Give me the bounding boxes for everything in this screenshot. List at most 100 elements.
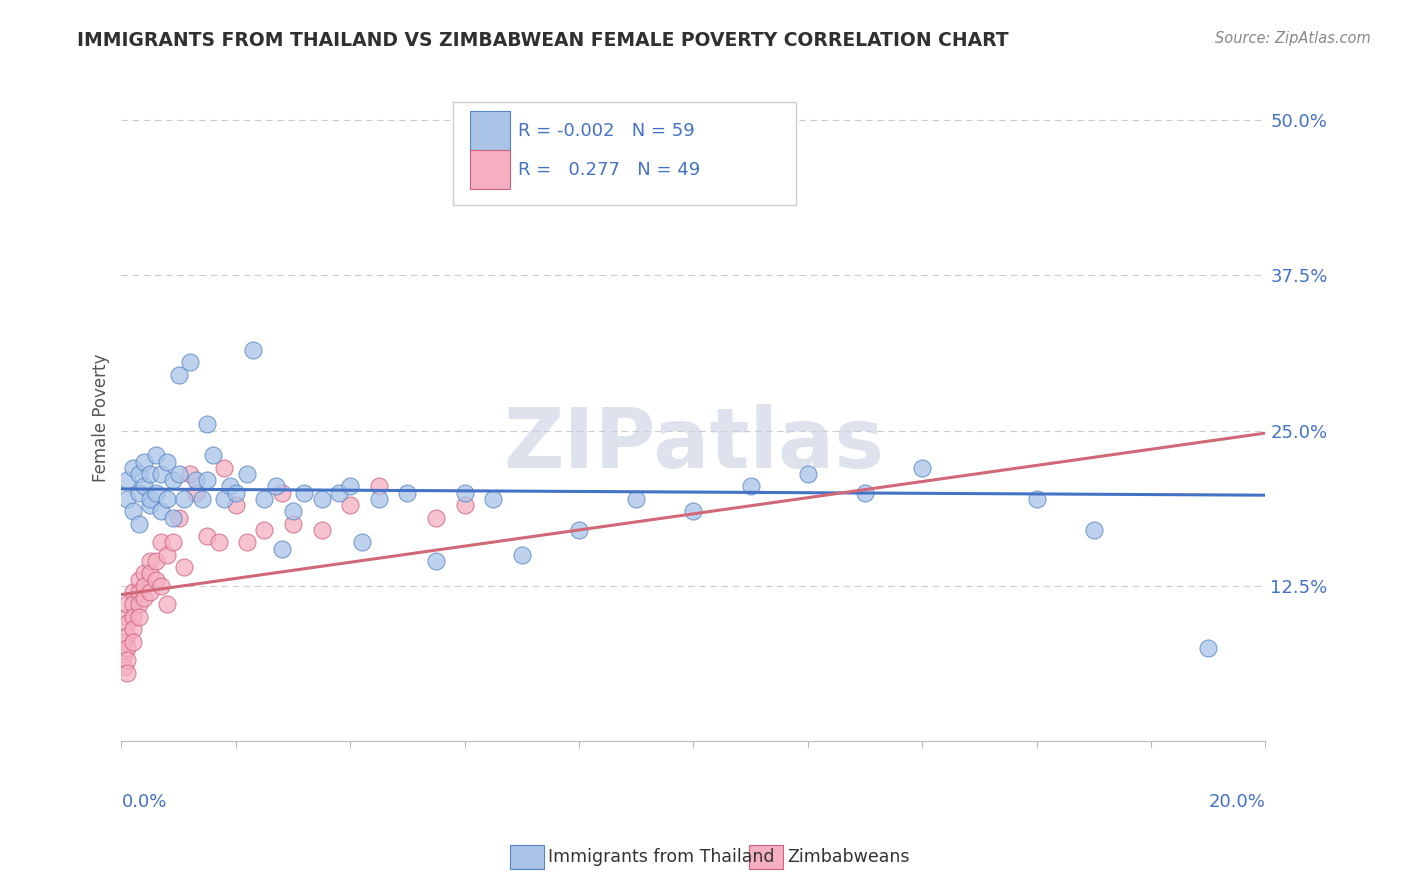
- Point: [270, 485, 292, 500]
- Point: [253, 491, 276, 506]
- Point: [214, 461, 236, 475]
- Text: R =   0.277   N = 49: R = 0.277 N = 49: [519, 161, 700, 178]
- Point: [115, 628, 138, 642]
- Point: [156, 548, 179, 562]
- Point: [122, 598, 145, 612]
- Point: [139, 491, 162, 506]
- Point: [139, 467, 162, 481]
- Point: [122, 461, 145, 475]
- Point: [156, 455, 179, 469]
- Point: [122, 504, 145, 518]
- Point: [682, 504, 704, 518]
- Point: [162, 535, 184, 549]
- Point: [122, 623, 145, 637]
- Point: [134, 579, 156, 593]
- Point: [115, 665, 138, 680]
- Point: [482, 491, 505, 506]
- Point: [281, 504, 304, 518]
- Point: [173, 491, 195, 506]
- Point: [179, 355, 201, 369]
- Point: [339, 479, 361, 493]
- Point: [167, 368, 190, 382]
- Point: [128, 598, 150, 612]
- Point: [270, 541, 292, 556]
- Point: [145, 554, 167, 568]
- Point: [339, 498, 361, 512]
- Point: [156, 598, 179, 612]
- Text: IMMIGRANTS FROM THAILAND VS ZIMBABWEAN FEMALE POVERTY CORRELATION CHART: IMMIGRANTS FROM THAILAND VS ZIMBABWEAN F…: [77, 31, 1010, 50]
- Point: [115, 598, 138, 612]
- Point: [162, 473, 184, 487]
- Point: [236, 535, 259, 549]
- Point: [162, 510, 184, 524]
- Text: R = -0.002   N = 59: R = -0.002 N = 59: [519, 122, 695, 140]
- Point: [128, 485, 150, 500]
- Point: [242, 343, 264, 357]
- Point: [115, 610, 138, 624]
- Point: [184, 473, 207, 487]
- Text: Zimbabweans: Zimbabweans: [787, 848, 910, 866]
- Point: [219, 479, 242, 493]
- Text: 20.0%: 20.0%: [1209, 793, 1265, 811]
- Point: [145, 573, 167, 587]
- Point: [115, 640, 138, 655]
- Point: [425, 510, 447, 524]
- Point: [740, 479, 762, 493]
- Point: [350, 535, 373, 549]
- Point: [134, 479, 156, 493]
- Point: [264, 479, 287, 493]
- Point: [112, 634, 135, 648]
- Point: [112, 659, 135, 673]
- Point: [797, 467, 820, 481]
- Point: [179, 467, 201, 481]
- Point: [396, 485, 419, 500]
- Point: [311, 523, 333, 537]
- Point: [134, 455, 156, 469]
- Point: [128, 516, 150, 531]
- Point: [208, 535, 231, 549]
- Point: [134, 566, 156, 581]
- Point: [853, 485, 876, 500]
- Point: [626, 491, 648, 506]
- Text: Immigrants from Thailand: Immigrants from Thailand: [548, 848, 775, 866]
- Point: [195, 417, 218, 432]
- Point: [1197, 640, 1219, 655]
- Point: [150, 504, 173, 518]
- Point: [150, 579, 173, 593]
- Y-axis label: Female Poverty: Female Poverty: [93, 354, 110, 483]
- Point: [139, 498, 162, 512]
- Point: [122, 634, 145, 648]
- Point: [173, 560, 195, 574]
- Point: [367, 479, 389, 493]
- Point: [281, 516, 304, 531]
- Point: [510, 548, 533, 562]
- Point: [195, 473, 218, 487]
- Point: [311, 491, 333, 506]
- Point: [150, 535, 173, 549]
- Text: Source: ZipAtlas.com: Source: ZipAtlas.com: [1215, 31, 1371, 46]
- Point: [453, 498, 475, 512]
- Point: [115, 653, 138, 667]
- FancyBboxPatch shape: [471, 112, 510, 150]
- Point: [128, 610, 150, 624]
- Point: [453, 485, 475, 500]
- Text: 0.0%: 0.0%: [121, 793, 167, 811]
- Point: [184, 485, 207, 500]
- Point: [367, 491, 389, 506]
- Point: [112, 647, 135, 661]
- Point: [122, 610, 145, 624]
- Point: [128, 573, 150, 587]
- Point: [139, 585, 162, 599]
- Point: [214, 491, 236, 506]
- Point: [225, 498, 247, 512]
- Point: [134, 591, 156, 606]
- Point: [128, 467, 150, 481]
- Point: [294, 485, 316, 500]
- Point: [115, 616, 138, 631]
- FancyBboxPatch shape: [453, 102, 796, 205]
- Point: [156, 491, 179, 506]
- Point: [568, 523, 591, 537]
- Point: [225, 485, 247, 500]
- Point: [128, 585, 150, 599]
- Point: [150, 467, 173, 481]
